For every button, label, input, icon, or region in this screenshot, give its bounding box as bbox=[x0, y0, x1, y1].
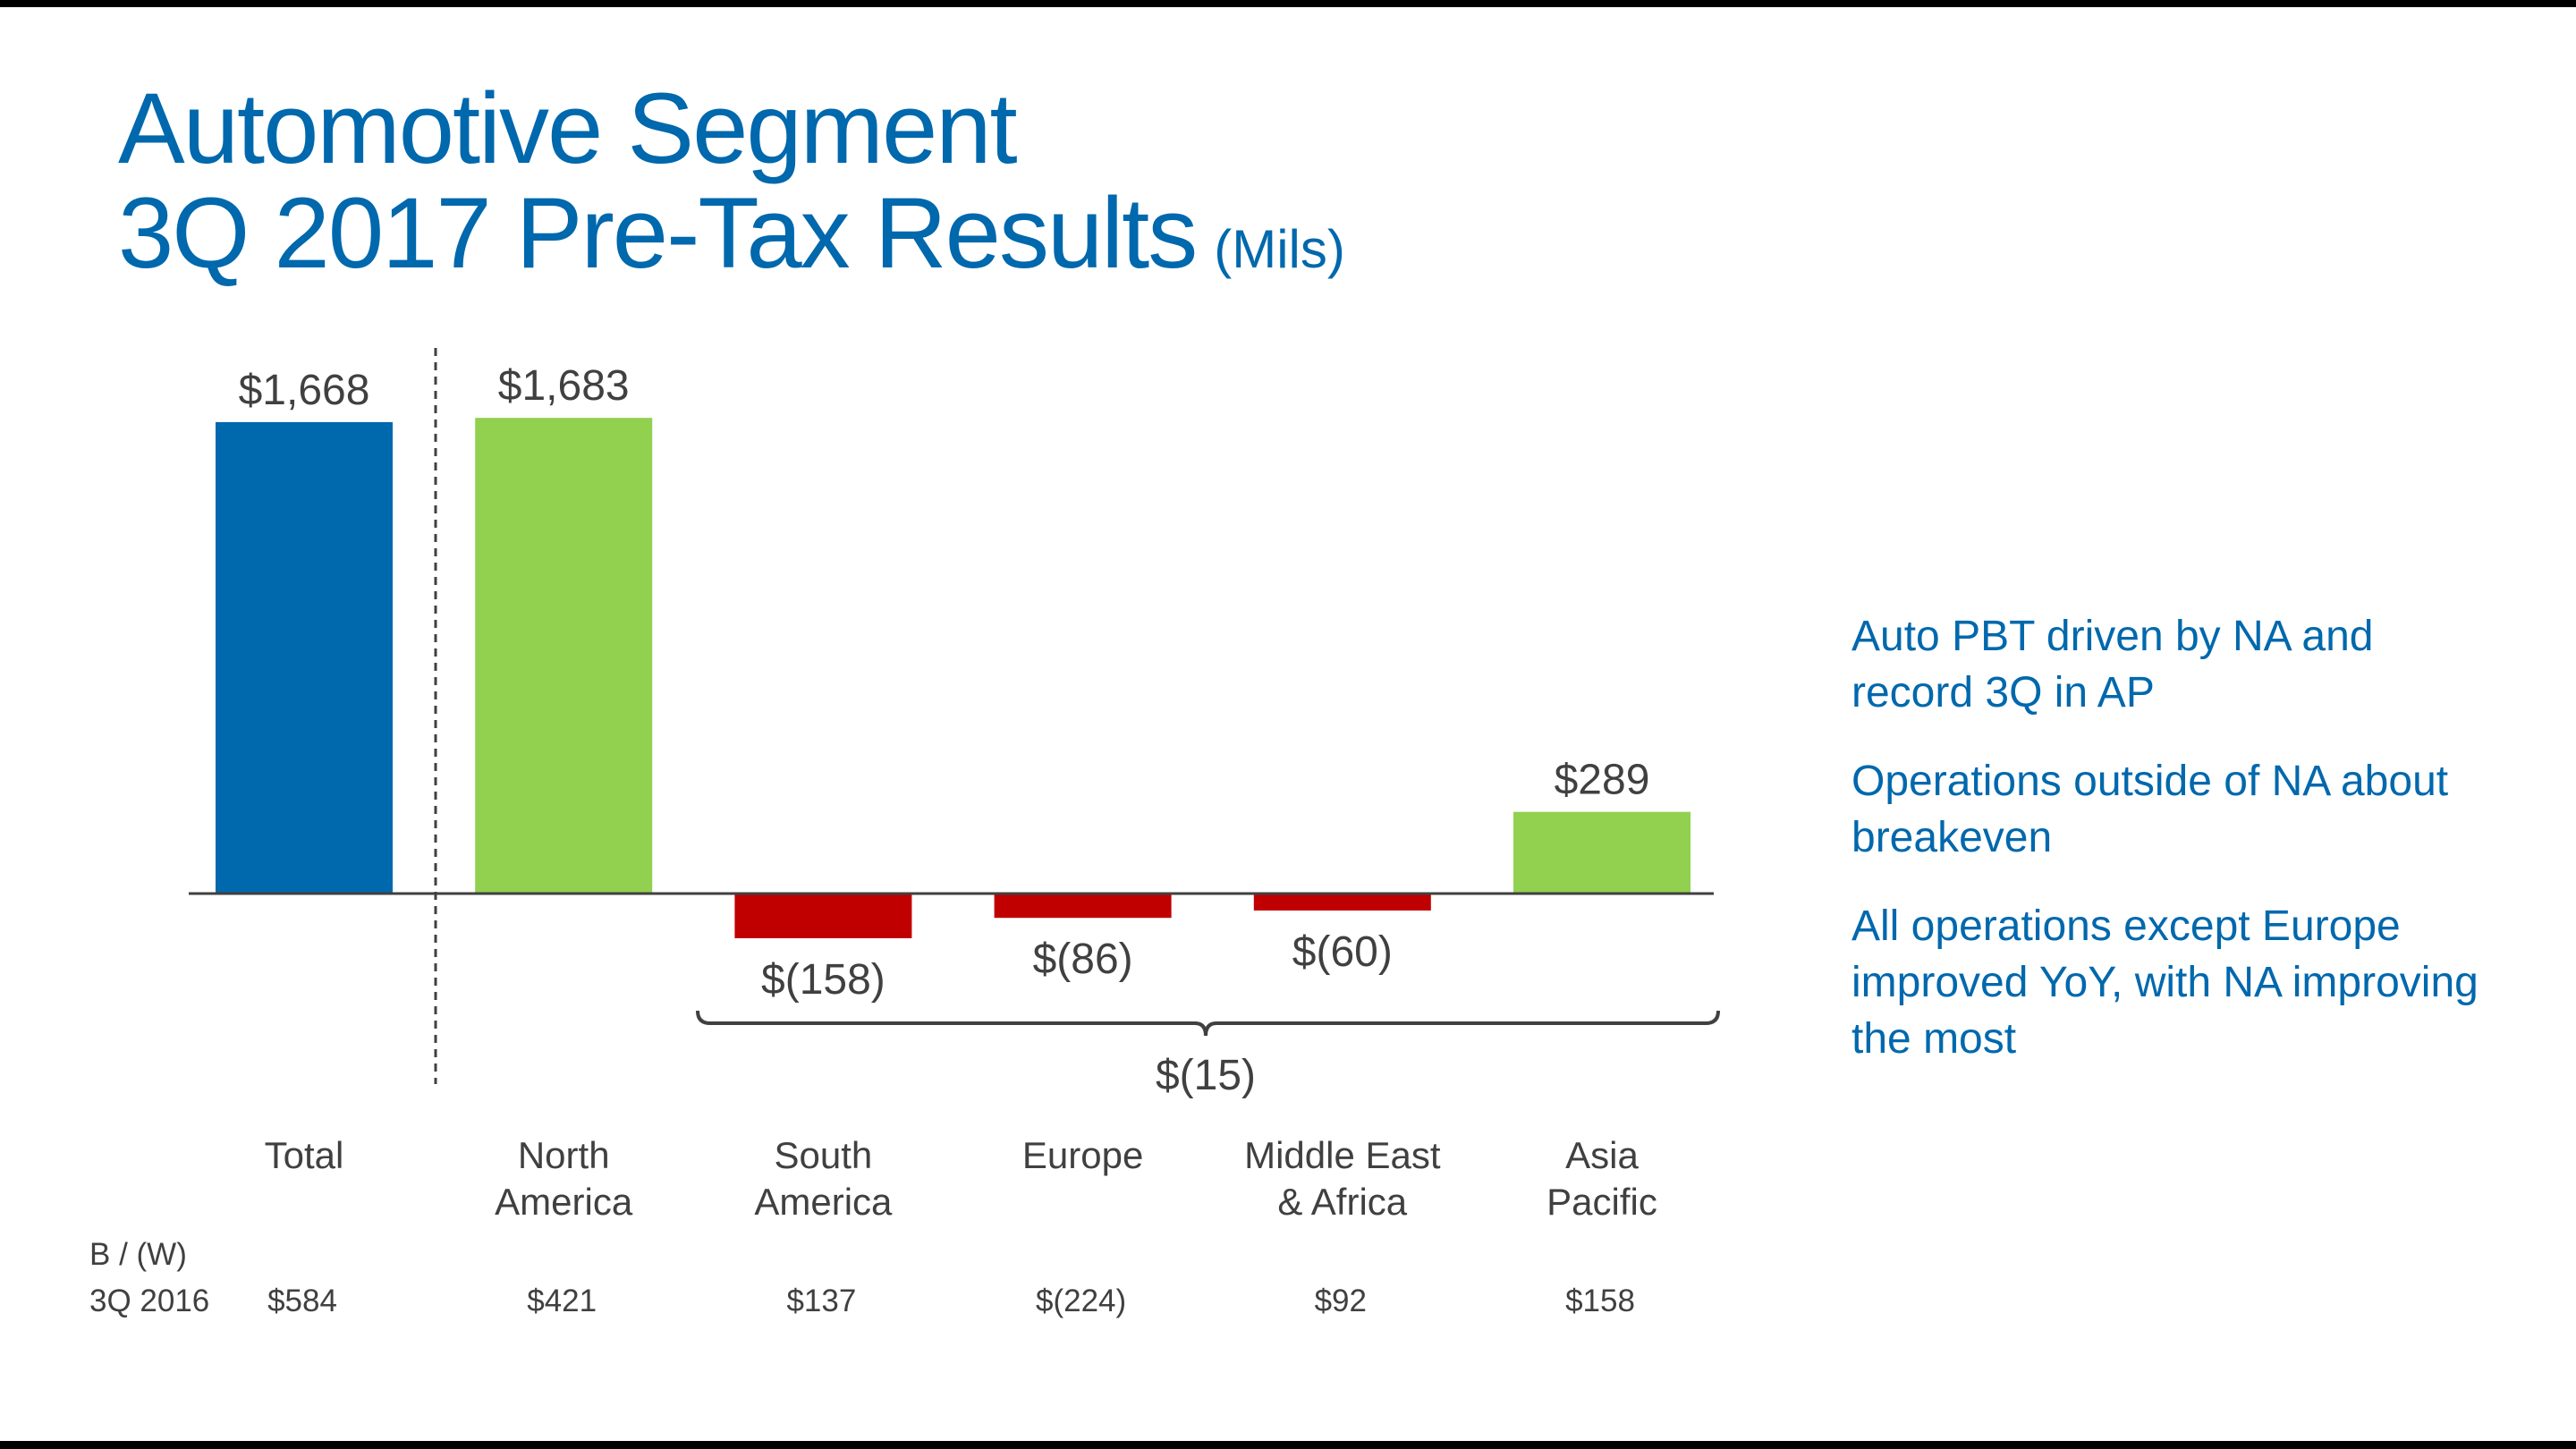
bar-4 bbox=[1253, 894, 1431, 911]
category-label-0: Total bbox=[265, 1134, 344, 1176]
data-label-0: $1,668 bbox=[239, 367, 370, 414]
subtitle-text: 3Q 2017 Pre-Tax Results bbox=[118, 177, 1198, 289]
data-label-1: $1,683 bbox=[498, 362, 630, 410]
category-label-2: South bbox=[775, 1134, 873, 1176]
category-label-4: Middle East bbox=[1244, 1134, 1441, 1176]
bar-1 bbox=[475, 418, 653, 894]
category-label-1: North bbox=[518, 1134, 610, 1176]
category-label-5: Asia bbox=[1565, 1134, 1639, 1176]
bracket-label: $(15) bbox=[1156, 1052, 1256, 1099]
category-label-1: America bbox=[495, 1181, 633, 1223]
category-label-4: & Africa bbox=[1277, 1181, 1407, 1223]
data-label-2: $(158) bbox=[761, 956, 886, 1004]
data-label-4: $(60) bbox=[1292, 928, 1393, 976]
note-1: Auto PBT driven by NA and record 3Q in A… bbox=[1852, 613, 2374, 716]
page-title: Automotive Segment bbox=[118, 72, 1018, 184]
note-2: Operations outside of NA about breakeven bbox=[1852, 758, 2449, 861]
units-label: (Mils) bbox=[1214, 219, 1345, 279]
comparison-value-5: $158 bbox=[1565, 1284, 1635, 1318]
comparison-value-0: $584 bbox=[267, 1284, 337, 1318]
bar-5 bbox=[1513, 811, 1690, 894]
bottom-border bbox=[0, 1441, 2576, 1449]
top-border bbox=[0, 0, 2576, 7]
comparison-value-2: $137 bbox=[786, 1284, 856, 1318]
note-3: All operations except Europe improved Yo… bbox=[1852, 902, 2479, 1063]
notes-panel: Auto PBT driven by NA and record 3Q in A… bbox=[1852, 608, 2496, 1099]
data-label-5: $289 bbox=[1555, 757, 1650, 804]
bar-2 bbox=[734, 894, 912, 938]
bracket bbox=[696, 1010, 1720, 1037]
data-label-3: $(86) bbox=[1033, 936, 1133, 983]
comparison-value-3: $(224) bbox=[1036, 1284, 1126, 1318]
page-subtitle: 3Q 2017 Pre-Tax Results (Mils) bbox=[118, 183, 1345, 284]
category-label-2: America bbox=[754, 1181, 893, 1223]
comparison-period-label: 3Q 2016 bbox=[89, 1284, 209, 1318]
category-label-3: Europe bbox=[1022, 1134, 1143, 1176]
comparison-value-4: $92 bbox=[1315, 1284, 1367, 1318]
comparison-value-1: $421 bbox=[527, 1284, 597, 1318]
comparison-row-label: B / (W) bbox=[89, 1237, 187, 1272]
category-label-5: Pacific bbox=[1546, 1181, 1657, 1223]
bar-3 bbox=[994, 894, 1172, 919]
bar-0 bbox=[216, 421, 393, 894]
